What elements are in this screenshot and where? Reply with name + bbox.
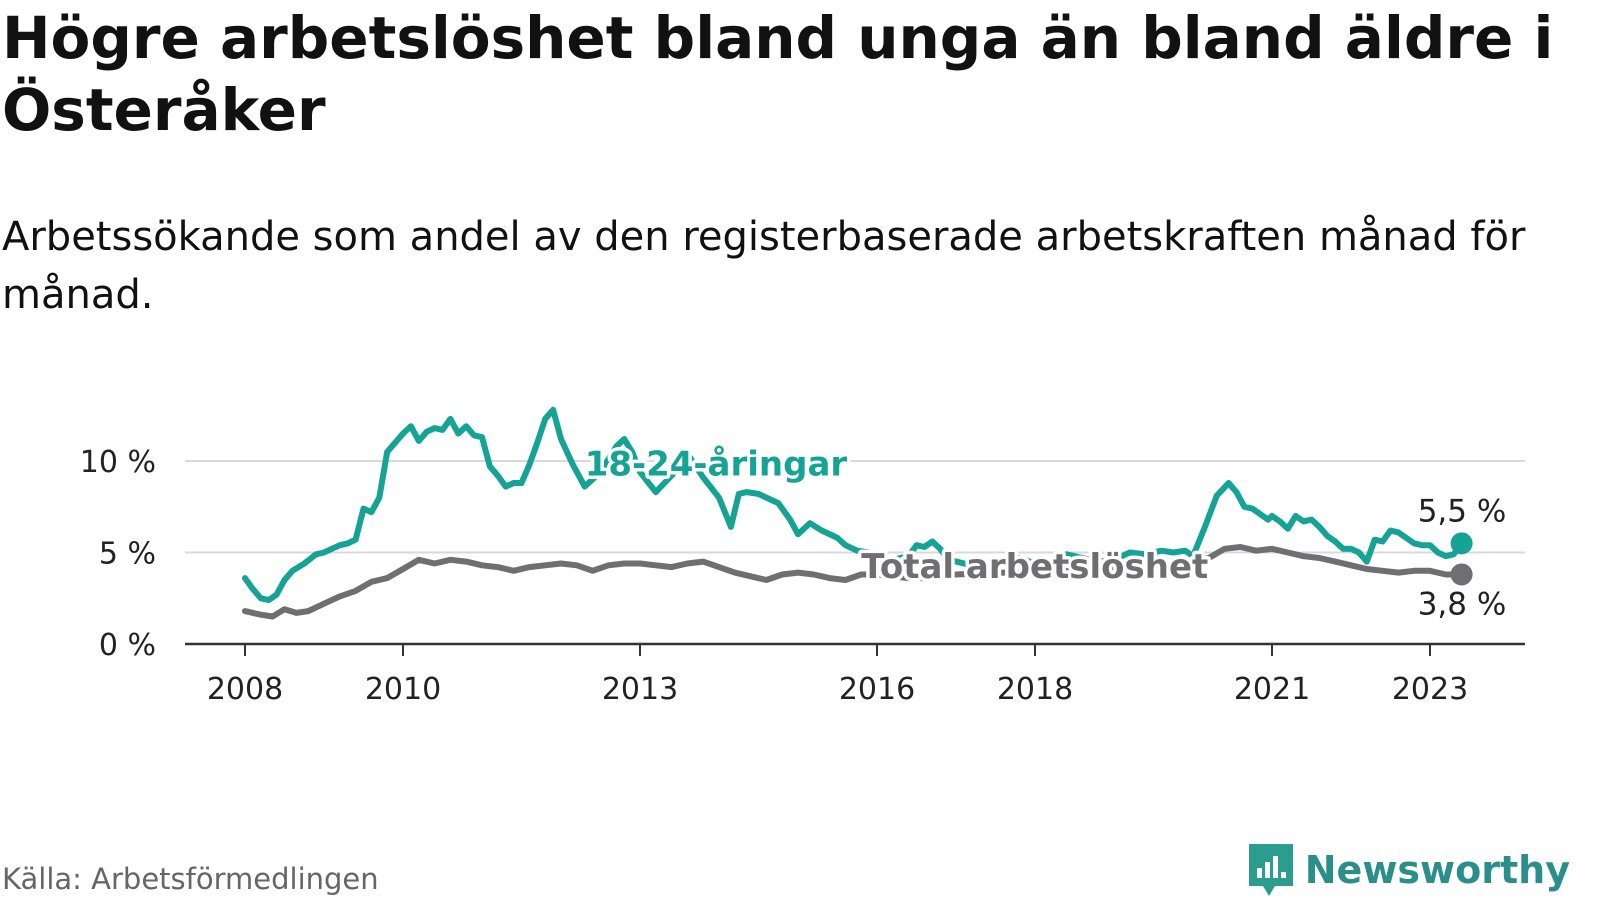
x-tick-label: 2010	[365, 672, 441, 707]
source-note: Källa: Arbetsförmedlingen	[2, 862, 379, 896]
series-group	[242, 406, 1473, 620]
brand-name: Newsworthy	[1304, 848, 1570, 892]
series-label: Total arbetslöshet	[861, 547, 1208, 587]
series-line	[242, 406, 1465, 604]
chart-title: Högre arbetslöshet bland unga än bland ä…	[2, 4, 1554, 144]
newsworthy-logo-icon	[1248, 844, 1293, 896]
x-tick-label: 2021	[1234, 672, 1310, 707]
end-value-label: 5,5 %	[1418, 493, 1507, 529]
y-tick-label: 0 %	[99, 628, 156, 663]
series-label: 18-24-åringar	[585, 445, 848, 485]
x-tick-label: 2008	[207, 672, 283, 707]
x-tick-label: 2016	[839, 672, 915, 707]
chart-labels: 18-24-åringar 5,5 % Total arbetslöshet 3,8 …	[581, 441, 1507, 622]
series-line	[242, 544, 1465, 620]
x-tick-label: 2023	[1392, 672, 1468, 707]
chart-subtitle: Arbetssökande som andel av den registerb…	[2, 214, 1526, 318]
end-value-label: 3,8 %	[1418, 586, 1507, 622]
y-tick-label: 5 %	[99, 537, 156, 572]
series-end-marker	[1450, 563, 1473, 586]
brand-logo: Newsworthy	[1245, 842, 1570, 898]
axes: 0 % 5 % 10 % 2008 2010 2013 2016 2018 2021 2023	[80, 445, 1525, 707]
x-tick-label: 2018	[997, 672, 1073, 707]
y-tick-label: 10 %	[80, 445, 156, 480]
x-tick-label: 2013	[602, 672, 678, 707]
series-end-marker	[1450, 532, 1473, 555]
line-chart: 0 % 5 % 10 % 2008 2010 2013 2016 2018 2021 2023 1…	[80, 406, 1525, 707]
